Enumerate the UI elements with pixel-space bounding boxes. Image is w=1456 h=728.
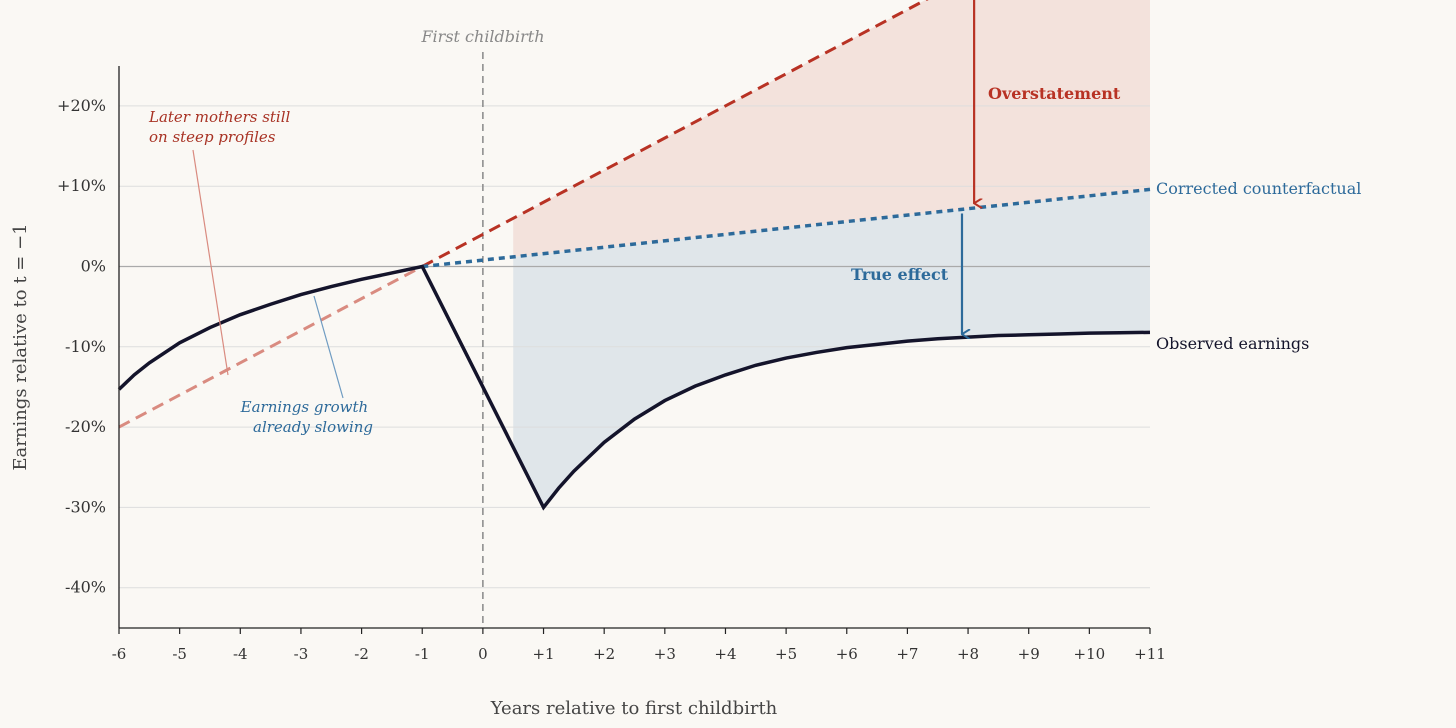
x-tick-label: +8 xyxy=(957,645,979,663)
x-tick-label: -5 xyxy=(172,645,187,663)
y-tick-label: +10% xyxy=(57,176,106,195)
growth-slowing-annotation: Earnings growth already slowing xyxy=(240,398,373,436)
x-tick-label: +10 xyxy=(1074,645,1106,663)
growth-slowing-leader xyxy=(313,295,344,399)
later-mothers-line-1: Later mothers still xyxy=(148,108,291,126)
gridlines xyxy=(119,105,1150,589)
later-mothers-line-2: on steep profiles xyxy=(149,128,276,146)
x-tick-label: +4 xyxy=(714,645,736,663)
y-tick-label: -10% xyxy=(65,337,106,356)
annotations xyxy=(192,149,344,399)
naive-counterfactual-line xyxy=(421,0,929,268)
y-tick-label: 0% xyxy=(81,257,106,276)
x-tick-label: +2 xyxy=(593,645,615,663)
x-tick-label: +6 xyxy=(836,645,858,663)
y-tick-label: +20% xyxy=(57,96,106,115)
effect-arrows xyxy=(960,0,974,334)
y-tick-label: -30% xyxy=(65,497,106,516)
x-tick-label: 0 xyxy=(478,645,488,663)
growth-slowing-line-2: already slowing xyxy=(253,418,373,436)
y-tick-label: -40% xyxy=(65,578,106,597)
y-axis-label: Earnings relative to t = −1 xyxy=(10,223,31,470)
x-tick-label: +3 xyxy=(654,645,676,663)
axes: -6 -5 -4 -3 -2 -1 0 +1 +2 +3 +4 +5 +6 +7 +8 +9 +10 +11 +20… xyxy=(57,66,1166,663)
x-axis-label: Years relative to first childbirth xyxy=(490,698,778,719)
x-tick-label: -4 xyxy=(233,645,248,663)
overstatement-shade xyxy=(513,0,1150,257)
true-effect-label: True effect xyxy=(851,265,949,284)
x-tick-label: -1 xyxy=(415,645,430,663)
x-tick-label: -6 xyxy=(112,645,127,663)
corrected-counterfactual-line xyxy=(422,187,1151,269)
event-label: First childbirth xyxy=(420,27,544,46)
x-tick-label: +9 xyxy=(1018,645,1040,663)
x-tick-label: +11 xyxy=(1134,645,1166,663)
y-tick-label: -20% xyxy=(65,417,106,436)
later-mothers-leader xyxy=(192,149,229,376)
growth-slowing-line-1: Earnings growth xyxy=(240,398,369,416)
shaded-regions xyxy=(513,0,1150,508)
x-tick-label: -3 xyxy=(294,645,309,663)
corrected-counterfactual-label: Corrected counterfactual xyxy=(1156,179,1361,198)
pre-birth-trend-line xyxy=(118,265,423,429)
x-tick-label: +5 xyxy=(775,645,797,663)
x-tick-label: +1 xyxy=(532,645,554,663)
overstatement-label: Overstatement xyxy=(988,84,1121,103)
observed-earnings-label: Observed earnings xyxy=(1156,334,1309,353)
x-tick-label: +7 xyxy=(896,645,918,663)
x-tick-label: -2 xyxy=(354,645,369,663)
later-mothers-annotation: Later mothers still on steep profiles xyxy=(148,108,295,146)
observed-earnings-line xyxy=(117,264,1151,511)
series-lines xyxy=(117,0,1151,511)
